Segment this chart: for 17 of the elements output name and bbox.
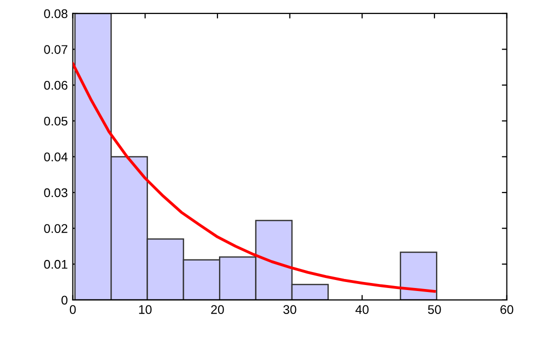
x-tick-label: 30 (283, 305, 296, 314)
x-tick-label: 50 (428, 305, 441, 314)
y-tick-label: 0.06 (44, 80, 68, 90)
y-tick-label: 0.07 (44, 45, 68, 54)
line-series (72, 62, 436, 293)
y-tick-label: 0.04 (44, 152, 68, 162)
x-tick-label: 60 (500, 305, 514, 314)
x-tick-label: 0 (70, 305, 76, 314)
y-tick-label: 0.01 (44, 260, 68, 269)
y-tick-label: 0.02 (44, 224, 68, 233)
x-tick-label: 10 (139, 305, 152, 314)
x-tick-label: 20 (211, 305, 224, 314)
y-tick-label: 0.05 (44, 116, 68, 126)
y-tick-label: 0 (61, 296, 68, 305)
x-tick-label: 40 (355, 305, 369, 314)
y-tick-label: 0.03 (44, 188, 68, 198)
y-tick-label: 0.08 (44, 9, 68, 18)
